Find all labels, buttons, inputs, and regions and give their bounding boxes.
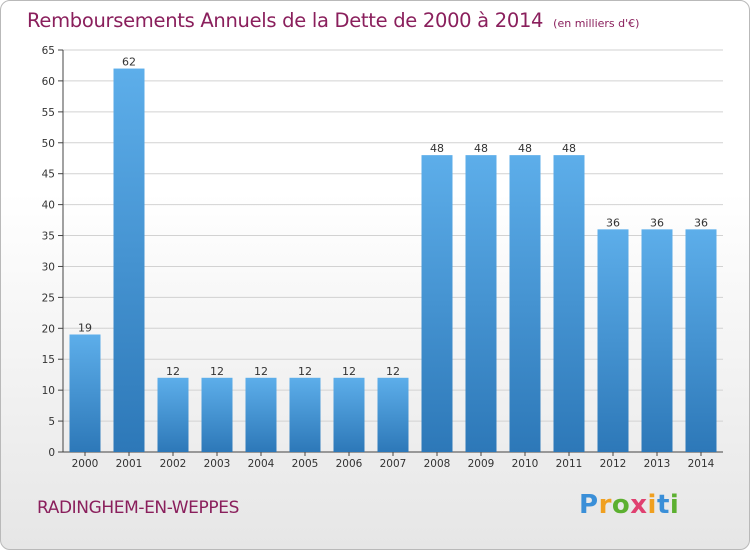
value-label-2011: 48 — [562, 142, 576, 155]
bar-2014 — [685, 229, 717, 452]
bar-2003 — [201, 377, 233, 452]
x-tick-label-2001: 2001 — [116, 458, 143, 470]
proxiti-logo: Proxiti — [579, 490, 679, 520]
logo-letter: i — [669, 490, 680, 520]
value-label-2014: 36 — [694, 216, 708, 229]
city-name: RADINGHEM-EN-WEPPES — [37, 498, 239, 518]
x-tick-label-2009: 2009 — [468, 458, 495, 470]
logo-letter: P — [579, 490, 599, 520]
value-label-2000: 19 — [78, 321, 92, 334]
logo-letter: o — [611, 490, 631, 520]
bar-2000 — [69, 334, 101, 452]
x-tick-label-2006: 2006 — [336, 458, 363, 470]
value-label-2010: 48 — [518, 142, 532, 155]
y-tick-label: 0 — [48, 447, 55, 459]
x-tick-label-2013: 2013 — [644, 458, 671, 470]
x-tick-label-2003: 2003 — [204, 458, 231, 470]
value-label-2007: 12 — [386, 365, 400, 378]
y-tick-label: 40 — [42, 200, 55, 212]
y-tick-label: 55 — [42, 107, 55, 119]
y-tick-label: 35 — [42, 231, 55, 243]
value-label-2004: 12 — [254, 365, 268, 378]
y-tick-label: 65 — [42, 45, 55, 57]
value-label-2013: 36 — [650, 216, 664, 229]
x-tick-label-2005: 2005 — [292, 458, 319, 470]
y-tick-label: 50 — [42, 138, 55, 150]
y-tick-label: 25 — [42, 292, 55, 304]
logo-letter: x — [630, 490, 648, 520]
value-label-2008: 48 — [430, 142, 444, 155]
bar-2005 — [289, 377, 321, 452]
value-label-2001: 62 — [122, 56, 136, 69]
x-tick-label-2008: 2008 — [424, 458, 451, 470]
value-label-2002: 12 — [166, 365, 180, 378]
x-tick-label-2007: 2007 — [380, 458, 407, 470]
x-tick-label-2014: 2014 — [688, 458, 715, 470]
bar-2012 — [597, 229, 629, 452]
y-tick-label: 30 — [42, 261, 55, 273]
y-tick-label: 10 — [42, 385, 55, 397]
y-tick-label: 60 — [42, 76, 55, 88]
value-label-2012: 36 — [606, 216, 620, 229]
x-tick-label-2004: 2004 — [248, 458, 275, 470]
value-label-2003: 12 — [210, 365, 224, 378]
chart-title-text: Remboursements Annuels de la Dette de 20… — [27, 9, 544, 32]
x-tick-label-2000: 2000 — [72, 458, 99, 470]
y-tick-label: 15 — [42, 354, 55, 366]
bar-2008 — [421, 155, 453, 452]
bar-2013 — [641, 229, 673, 452]
bar-2004 — [245, 377, 277, 452]
y-tick-label: 45 — [42, 169, 55, 181]
value-label-2009: 48 — [474, 142, 488, 155]
x-tick-label-2012: 2012 — [600, 458, 627, 470]
bar-2006 — [333, 377, 365, 452]
bar-2011 — [553, 155, 585, 452]
value-label-2005: 12 — [298, 365, 312, 378]
chart-title: Remboursements Annuels de la Dette de 20… — [27, 9, 639, 32]
x-tick-label-2010: 2010 — [512, 458, 539, 470]
bar-2010 — [509, 155, 541, 452]
logo-letter: r — [598, 490, 612, 520]
chart-subtitle: (en milliers d'€) — [553, 17, 640, 30]
y-tick-label: 20 — [42, 323, 55, 335]
bar-2001 — [113, 68, 145, 453]
x-tick-label-2002: 2002 — [160, 458, 187, 470]
value-label-2006: 12 — [342, 365, 356, 378]
bar-2007 — [377, 377, 409, 452]
y-tick-label: 5 — [48, 416, 55, 428]
logo-letter: i — [647, 490, 657, 520]
bar-2009 — [465, 155, 497, 452]
x-tick-label-2011: 2011 — [556, 458, 583, 470]
bar-2002 — [157, 377, 189, 452]
logo-letter: t — [656, 490, 670, 520]
